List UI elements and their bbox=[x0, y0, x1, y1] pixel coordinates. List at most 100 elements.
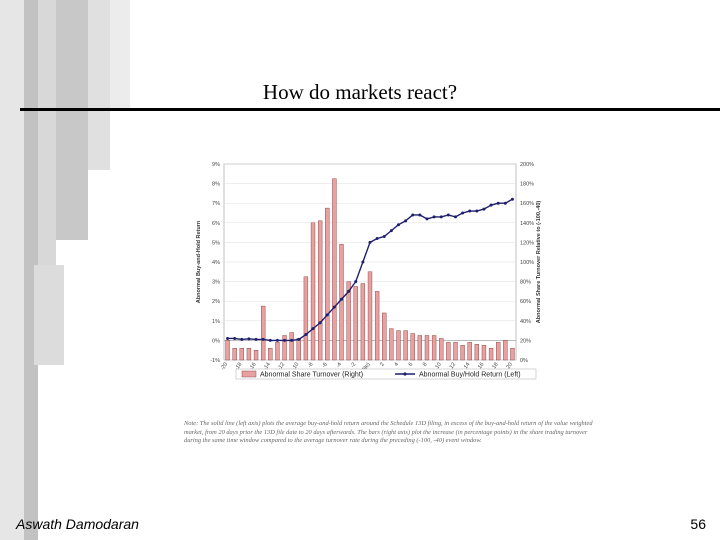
x-tick-label: 14 bbox=[463, 362, 471, 370]
y-right-tick-label: 180% bbox=[520, 182, 534, 188]
return-point bbox=[468, 209, 472, 213]
return-point bbox=[496, 201, 500, 205]
turnover-bar bbox=[439, 338, 444, 361]
return-point bbox=[411, 213, 415, 217]
x-tick-label: -16 bbox=[248, 362, 257, 372]
x-tick-label: -8 bbox=[307, 362, 315, 369]
y-left-tick-label: 9% bbox=[212, 162, 220, 168]
author-name: Aswath Damodaran bbox=[16, 516, 139, 532]
y-left-axis-label: Abnormal Buy-and-Hold Return bbox=[196, 220, 202, 303]
legend-label-bar: Abnormal Share Turnover (Right) bbox=[260, 372, 363, 379]
turnover-bar bbox=[417, 335, 423, 361]
turnover-bar bbox=[346, 281, 351, 361]
y-right-tick-label: 200% bbox=[520, 162, 534, 168]
turnover-bar bbox=[225, 340, 230, 361]
return-point bbox=[446, 213, 450, 217]
y-right-tick-label: 140% bbox=[520, 221, 534, 227]
return-point bbox=[340, 297, 344, 301]
y-right-tick-label: 120% bbox=[520, 240, 534, 246]
turnover-bar bbox=[474, 344, 479, 361]
return-point bbox=[304, 333, 308, 337]
x-tick-label: 18 bbox=[491, 362, 499, 370]
y-right-axis-label: Abnormal Share Turnover Relative to (-10… bbox=[536, 201, 542, 324]
return-point bbox=[332, 305, 336, 309]
return-point bbox=[354, 280, 358, 284]
turnover-bar bbox=[382, 312, 387, 361]
decor-bar-6 bbox=[34, 265, 64, 365]
return-point bbox=[425, 217, 429, 221]
y-right-tick-label: 100% bbox=[520, 260, 534, 266]
turnover-bar bbox=[289, 332, 294, 361]
y-left-tick-label: 8% bbox=[212, 182, 220, 188]
turnover-bar bbox=[510, 348, 515, 361]
return-point bbox=[268, 338, 272, 342]
turnover-bar bbox=[317, 220, 323, 361]
legend-label-line: Abnormal Buy/Hold Return (Left) bbox=[419, 372, 521, 379]
turnover-bar bbox=[496, 342, 501, 361]
return-point bbox=[297, 337, 301, 341]
turnover-bar bbox=[360, 283, 366, 361]
return-point bbox=[275, 338, 279, 342]
return-point bbox=[453, 215, 457, 219]
y-right-tick-label: 60% bbox=[520, 299, 531, 305]
decor-bar-2 bbox=[24, 0, 38, 540]
return-point bbox=[475, 209, 479, 213]
x-tick-label: -2 bbox=[350, 362, 358, 369]
return-point bbox=[325, 313, 329, 317]
turnover-bar bbox=[446, 342, 451, 361]
return-point bbox=[368, 240, 372, 244]
y-left-tick-label: 2% bbox=[212, 299, 220, 305]
turnover-bar bbox=[296, 338, 301, 361]
y-left-tick-label: 5% bbox=[212, 240, 220, 246]
y-right-tick-label: 40% bbox=[520, 319, 531, 325]
turnover-bar bbox=[310, 222, 316, 361]
turnover-bar bbox=[303, 276, 309, 361]
x-tick-label: 4 bbox=[393, 362, 400, 368]
turnover-bar bbox=[424, 335, 430, 361]
x-tick-label: 6 bbox=[408, 362, 415, 368]
turnover-bar bbox=[275, 342, 280, 361]
turnover-bar bbox=[410, 333, 415, 361]
turnover-bar bbox=[353, 286, 358, 361]
turnover-bar bbox=[332, 178, 337, 361]
x-tick-label: 10 bbox=[434, 362, 442, 370]
turnover-bar bbox=[261, 305, 266, 361]
y-right-tick-label: 160% bbox=[520, 201, 534, 207]
turnover-bar bbox=[403, 330, 408, 361]
return-point bbox=[375, 236, 379, 240]
turnover-bar bbox=[374, 291, 380, 361]
return-point bbox=[318, 321, 322, 325]
return-point bbox=[347, 289, 351, 293]
return-point bbox=[432, 215, 436, 219]
y-left-tick-label: 0% bbox=[212, 338, 220, 344]
return-point bbox=[389, 229, 393, 233]
turnover-bar bbox=[246, 348, 252, 361]
turnover-bar bbox=[268, 348, 273, 361]
return-point bbox=[418, 213, 422, 217]
return-point bbox=[254, 337, 258, 341]
turnover-bar bbox=[339, 244, 344, 361]
turnover-bar bbox=[389, 328, 394, 361]
title-rule bbox=[20, 108, 720, 111]
slide-title: How do markets react? bbox=[262, 80, 458, 104]
return-point bbox=[283, 338, 287, 342]
turnover-bar bbox=[282, 335, 287, 361]
legend-swatch-point bbox=[403, 372, 407, 376]
y-left-tick-label: 7% bbox=[212, 201, 220, 207]
return-point bbox=[361, 260, 365, 264]
return-point bbox=[461, 211, 465, 215]
turnover-bar bbox=[488, 348, 494, 361]
turnover-bar bbox=[467, 342, 472, 361]
x-tick-label: 2 bbox=[379, 362, 386, 368]
turnover-bar bbox=[453, 342, 458, 361]
return-point bbox=[261, 337, 265, 341]
return-point bbox=[439, 215, 443, 219]
decor-bar-3 bbox=[38, 0, 56, 305]
decor-bar-4 bbox=[56, 0, 88, 240]
chart-note: Note: The solid line (left axis) plots t… bbox=[184, 420, 593, 445]
return-point bbox=[311, 327, 315, 331]
x-tick-label: -6 bbox=[321, 362, 329, 369]
turnover-bar bbox=[253, 349, 259, 361]
y-right-tick-label: 0% bbox=[520, 358, 528, 364]
decor-bar-7 bbox=[110, 0, 130, 110]
